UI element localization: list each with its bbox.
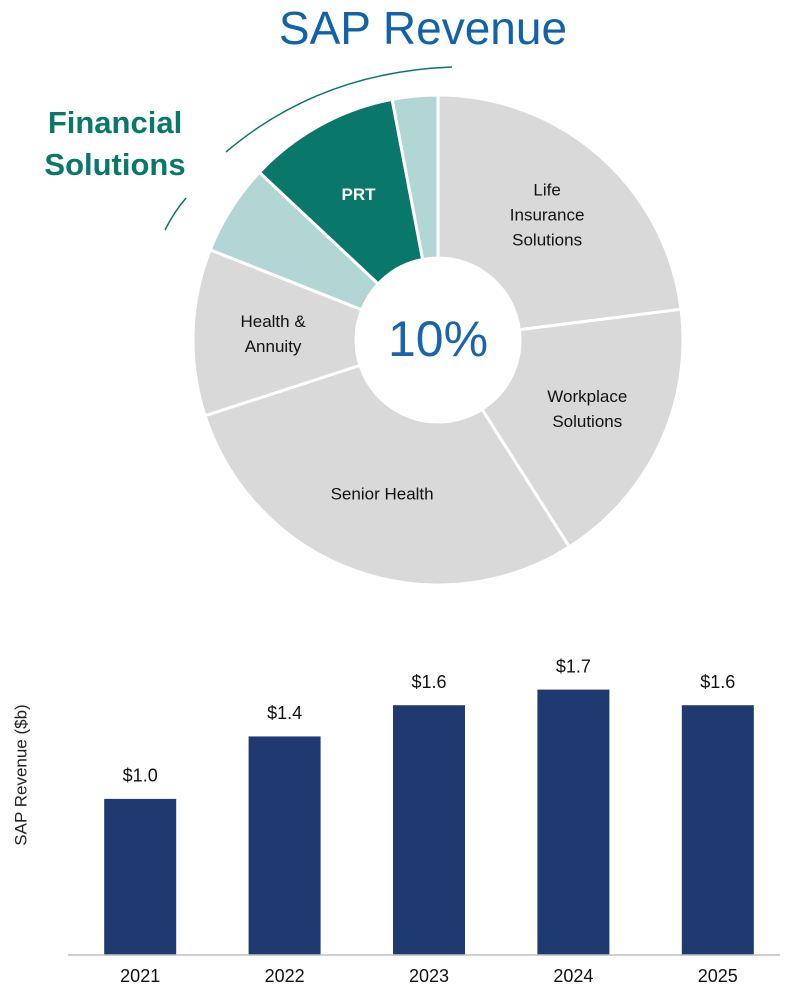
value-label: $1.6 <box>700 672 735 692</box>
donut-slice <box>203 363 572 587</box>
slice-label: Annuity <box>245 337 302 356</box>
bar <box>681 705 754 955</box>
bar <box>537 689 610 955</box>
donut-slice <box>191 247 364 418</box>
donut-slice <box>436 93 683 332</box>
value-label: $1.6 <box>411 672 446 692</box>
value-label: $1.0 <box>123 766 158 786</box>
x-tick-label: 2022 <box>265 966 305 986</box>
annotation-arc <box>164 197 187 231</box>
bar <box>393 705 465 955</box>
value-label: $1.7 <box>556 656 591 676</box>
slice-label: Life <box>533 181 560 200</box>
center-label: 10% <box>388 311 488 367</box>
x-tick-label: 2021 <box>120 966 160 986</box>
slice-label: Senior Health <box>331 485 434 504</box>
annotation: Financial <box>48 105 182 140</box>
bar <box>248 736 321 955</box>
slice-label: Solutions <box>552 412 622 431</box>
y-axis-label: SAP Revenue ($b) <box>11 704 30 845</box>
annotation: Solutions <box>44 147 185 182</box>
x-tick-label: 2023 <box>409 966 449 986</box>
x-tick-label: 2024 <box>553 966 593 986</box>
value-label: $1.4 <box>267 703 302 723</box>
chart-title: SAP Revenue <box>279 2 567 54</box>
donut-slice <box>390 93 440 262</box>
bar <box>104 798 177 955</box>
slice-label: Workplace <box>547 387 627 406</box>
slice-label: Solutions <box>512 231 582 250</box>
slice-label: PRT <box>342 185 377 204</box>
x-tick-label: 2025 <box>698 966 738 986</box>
slice-label: Insurance <box>510 206 585 225</box>
annotation-arc <box>225 66 453 153</box>
donut-slice <box>257 97 425 286</box>
slice-label: Health & <box>240 312 306 331</box>
